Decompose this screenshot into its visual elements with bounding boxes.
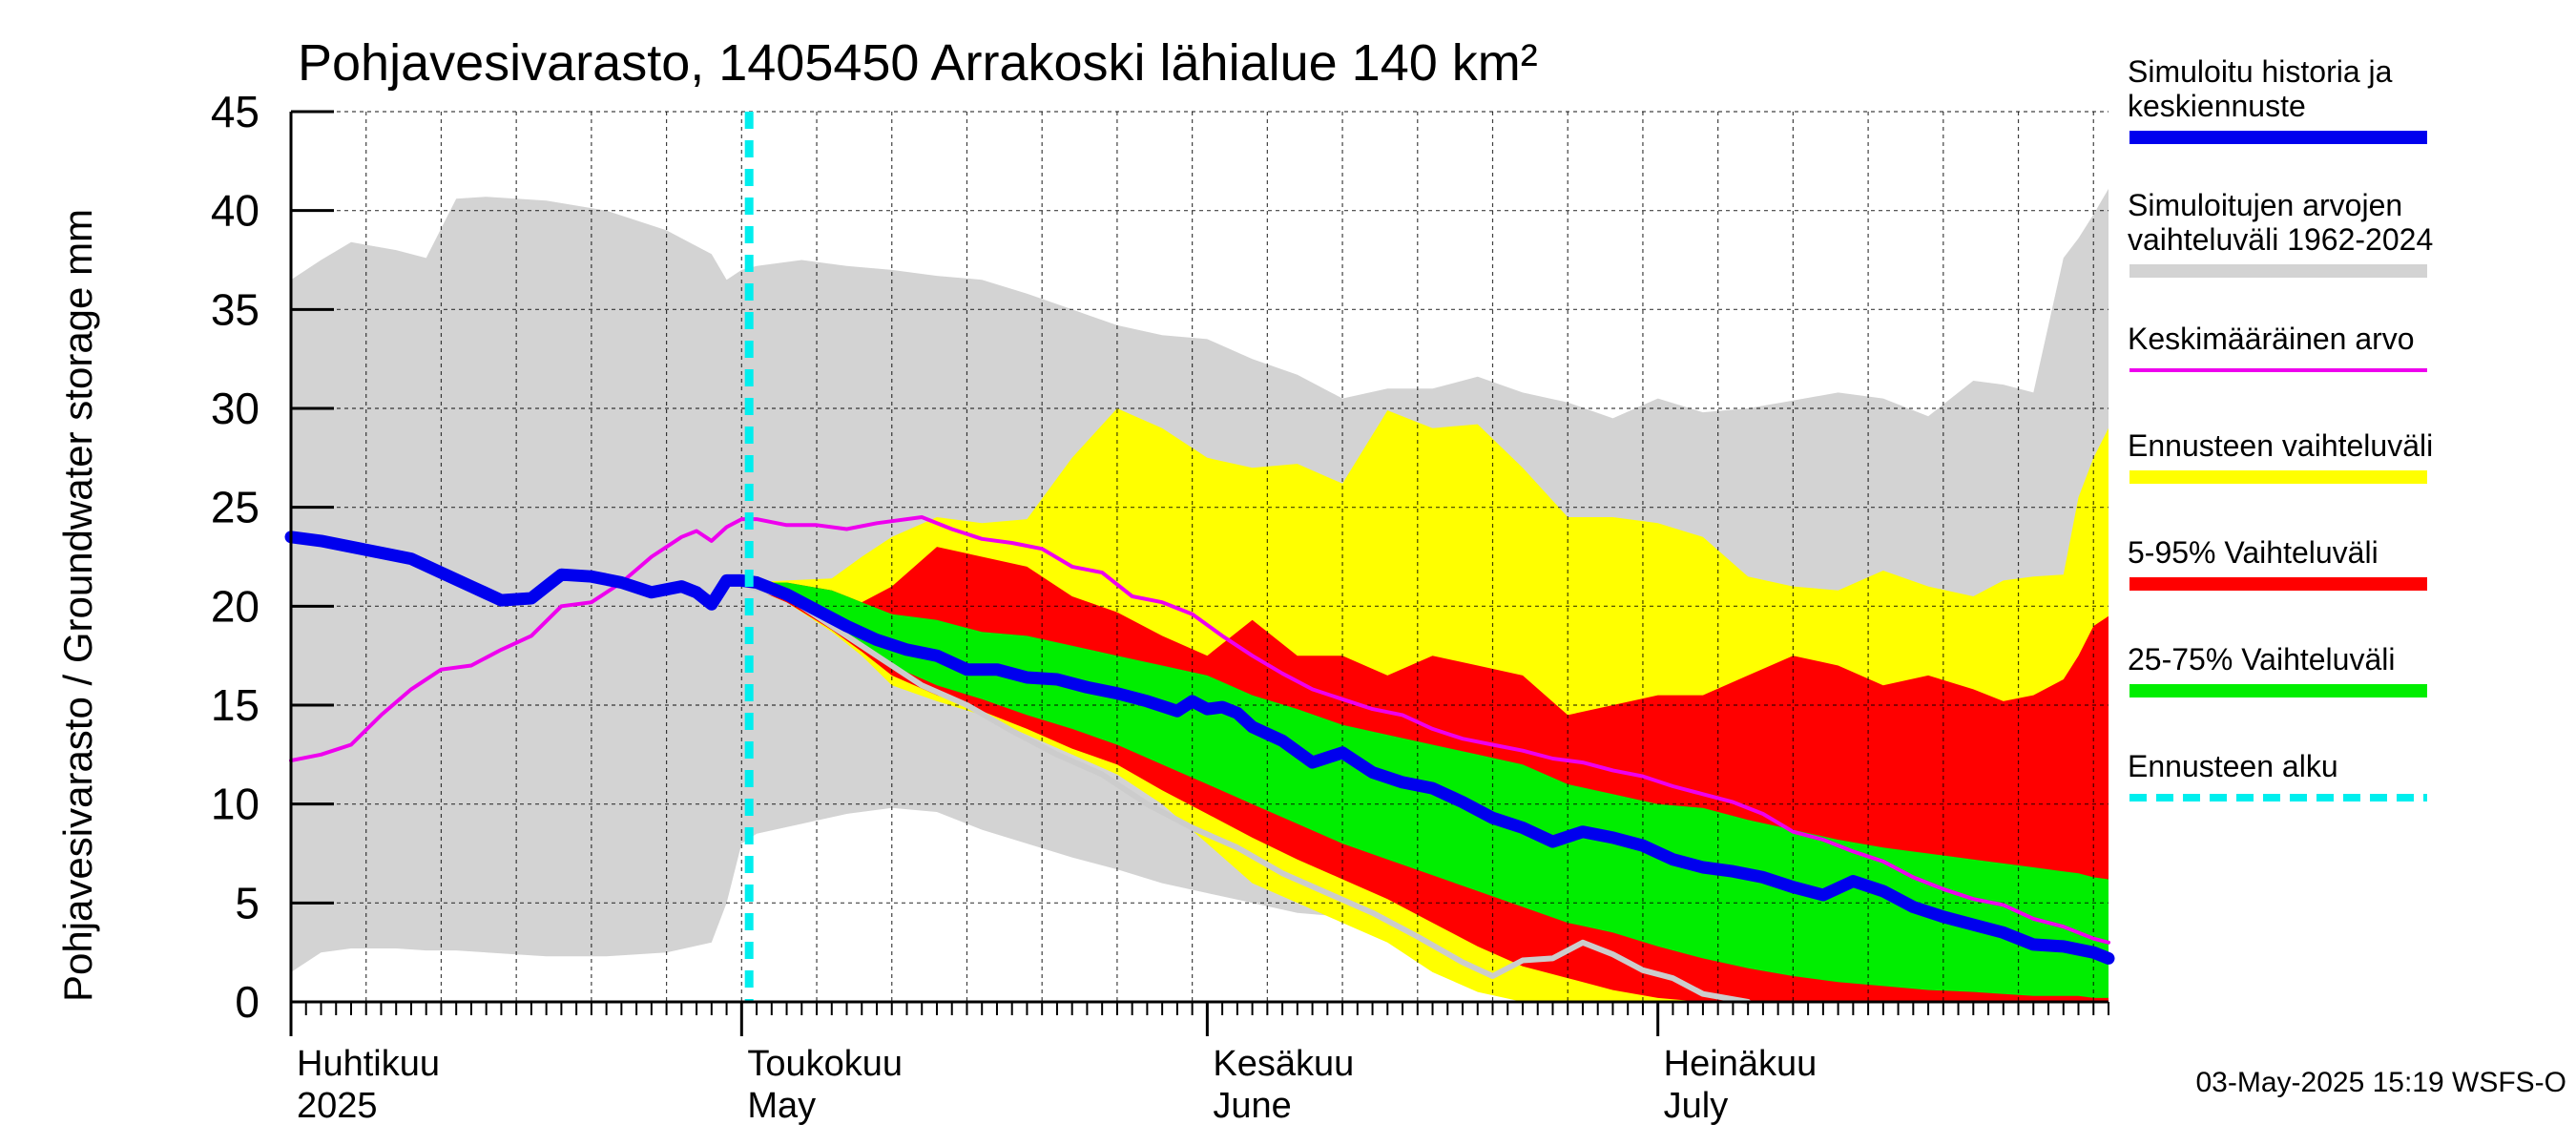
month-label-bottom: May <box>747 1086 816 1126</box>
month-label-top: Kesäkuu <box>1213 1044 1354 1084</box>
y-tick-label: 45 <box>211 87 260 136</box>
y-tick-label: 30 <box>211 384 260 433</box>
y-tick-label: 10 <box>211 780 260 829</box>
legend-label: Ennusteen vaihteluväli <box>2128 428 2433 463</box>
series-minimum <box>746 583 1752 1005</box>
legend-label: keskiennuste <box>2128 89 2306 123</box>
legend-label: 5-95% Vaihteluväli <box>2128 535 2379 570</box>
legend-label: 25-75% Vaihteluväli <box>2128 642 2395 677</box>
y-tick-label: 25 <box>211 483 260 532</box>
chart-title: Pohjavesivarasto, 1405450 Arrakoski lähi… <box>298 34 1538 92</box>
legend-item: Ennusteen vaihteluväli <box>2128 428 2433 484</box>
legend-item: Ennusteen alku <box>2128 749 2427 802</box>
y-tick-label: 40 <box>211 186 260 236</box>
series-simulated <box>284 531 2115 965</box>
timestamp-footer: 03-May-2025 15:19 WSFS-O <box>2196 1067 2567 1098</box>
legend-label: Keskimääräinen arvo <box>2128 322 2415 356</box>
month-label-bottom: June <box>1213 1086 1291 1126</box>
month-label-top: Heinäkuu <box>1664 1044 1818 1084</box>
y-tick-label: 0 <box>235 977 260 1027</box>
month-label-bottom: 2025 <box>297 1086 378 1126</box>
legend-label: Simuloitujen arvojen <box>2128 188 2402 222</box>
y-tick-label: 15 <box>211 680 260 730</box>
month-label-top: Huhtikuu <box>297 1044 440 1084</box>
month-label-top: Toukokuu <box>747 1044 903 1084</box>
legend-label: Ennusteen alku <box>2128 749 2338 783</box>
y-tick-label: 20 <box>211 581 260 631</box>
legend-label: Simuloitu historia ja <box>2128 54 2393 89</box>
series-mean <box>289 515 2110 945</box>
month-label-bottom: July <box>1664 1086 1729 1126</box>
y-tick-label: 35 <box>211 284 260 334</box>
legend-item: 25-75% Vaihteluväli <box>2128 642 2427 697</box>
axes-layer: 051015202530354045Huhtikuu2025ToukokuuMa… <box>211 87 2109 1126</box>
bands-layer <box>291 188 2109 1002</box>
y-tick-label: 5 <box>235 878 260 927</box>
lines-layer <box>284 112 2115 1005</box>
legend-label: vaihteluväli 1962-2024 <box>2128 222 2433 257</box>
legend: Simuloitu historia jakeskiennusteSimuloi… <box>2128 54 2433 802</box>
legend-item: Keskimääräinen arvo <box>2128 322 2427 372</box>
legend-item: 5-95% Vaihteluväli <box>2128 535 2427 591</box>
y-axis-label: Pohjavesivarasto / Groundwater storage m… <box>55 209 100 1002</box>
